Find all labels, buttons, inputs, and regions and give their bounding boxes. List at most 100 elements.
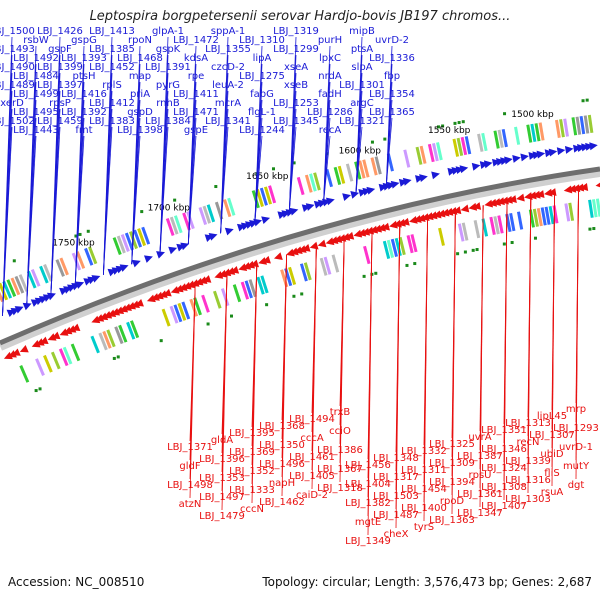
cog-category-box: [403, 149, 411, 168]
cog-category-box: [591, 199, 598, 218]
reverse-leader-line: [221, 273, 228, 511]
gene-label: LBJ_1502: [0, 116, 35, 127]
gene-label: rpe: [188, 71, 205, 82]
reverse-gene-arrow: [309, 241, 319, 250]
cog-category-box: [509, 212, 516, 232]
cog-category-box: [169, 305, 179, 324]
cog-category-box: [358, 160, 366, 179]
gene-label: glpA-1: [152, 26, 184, 37]
cog-category-box: [452, 138, 460, 157]
cog-category-box: [186, 211, 195, 230]
cog-category-box: [6, 279, 17, 297]
reverse-gene-arrow: [436, 209, 446, 218]
cog-category-box: [536, 207, 543, 227]
reverse-gene-arrow: [492, 198, 501, 206]
cog-category-box: [436, 142, 443, 161]
marker-dot: [502, 242, 506, 246]
cog-category-box: [460, 136, 468, 156]
cog-category-box: [477, 133, 484, 152]
cog-category-box: [55, 259, 65, 277]
cog-category-box: [588, 199, 594, 218]
gene-label: rsuA: [541, 487, 564, 498]
cog-category-box: [374, 156, 382, 175]
gene-label: rplS: [102, 80, 122, 91]
marker-dot: [441, 124, 445, 128]
gene-label: LBJ_1397: [37, 80, 83, 91]
gene-label: LBJ_1462: [259, 497, 305, 508]
cog-category-box: [333, 166, 342, 185]
cog-category-box: [260, 275, 269, 294]
cog-category-box: [345, 163, 354, 182]
gene-label: cheX: [384, 529, 409, 540]
reverse-gene-arrow: [230, 265, 240, 274]
cog-category-box: [497, 129, 504, 148]
cog-category-box: [587, 114, 594, 134]
forward-gene-arrow: [536, 150, 546, 159]
reverse-leader-line: [551, 192, 555, 487]
reverse-gene-arrow: [131, 300, 140, 309]
forward-leader-line: [288, 126, 297, 213]
reverse-leader-line: [339, 238, 345, 483]
gene-label: LBJ_1484: [13, 71, 59, 82]
cog-category-box: [568, 202, 575, 221]
gene-label: LBJ_1490: [0, 62, 35, 73]
reverse-gene-arrow: [440, 208, 450, 217]
reverse-gene-arrow: [317, 239, 327, 248]
cog-category-box: [337, 165, 346, 184]
cog-category-box: [30, 269, 41, 287]
gene-label: xseB: [284, 80, 308, 91]
gene-label: LBJ_1392: [61, 107, 107, 118]
reverse-leader-line: [423, 217, 428, 522]
cog-category-box: [58, 348, 69, 367]
cog-category-box: [394, 237, 402, 257]
reverse-gene-arrow: [504, 195, 513, 204]
cog-category-box: [90, 335, 100, 354]
forward-gene-arrow: [573, 144, 582, 153]
gene-label: LBJ_1493: [0, 44, 35, 55]
gene-label: LBJ_1354: [369, 89, 415, 100]
reverse-leader-line: [575, 188, 579, 480]
forward-gene-arrow: [22, 302, 32, 311]
cog-category-box: [173, 215, 183, 234]
forward-gene-arrow: [180, 242, 190, 251]
reverse-gene-arrow: [516, 193, 525, 202]
cog-category-box: [114, 326, 124, 345]
forward-strand-labels: LBJ_1500LBJ_1493LBJ_1490LBJ_1489xerDLBJ_…: [0, 26, 415, 316]
forward-leader-line: [385, 117, 393, 187]
forward-gene-arrow: [168, 246, 178, 255]
reverse-leader-line: [503, 200, 508, 501]
gene-label: kdsA: [184, 53, 208, 64]
gene-label: uvrD-2: [375, 35, 409, 46]
reverse-gene-arrow: [115, 306, 125, 315]
cog-category-box: [319, 257, 328, 276]
forward-leader-line: [26, 135, 37, 306]
cog-category-box: [19, 365, 30, 383]
reverse-gene-arrow: [95, 314, 105, 322]
gene-label: dgt: [568, 480, 585, 491]
reverse-gene-arrow: [361, 227, 371, 236]
cog-category-box: [130, 320, 140, 339]
reverse-gene-arrow: [377, 223, 386, 232]
reverse-gene-arrow: [432, 210, 442, 219]
marker-dot: [229, 314, 233, 318]
reverse-gene-arrow: [369, 225, 379, 234]
forward-gene-arrow: [342, 193, 351, 201]
gene-label: LBJ_1318: [317, 483, 363, 494]
cog-category-box: [0, 284, 5, 303]
marker-dot: [74, 234, 78, 238]
cog-category-box: [530, 123, 537, 143]
gene-label: LBJ_1391: [145, 62, 191, 73]
cog-category-box: [457, 223, 465, 242]
reverse-gene-arrow: [190, 279, 200, 287]
cog-category-box: [120, 234, 130, 252]
cog-category-box: [177, 302, 187, 321]
reverse-gene-arrow: [262, 255, 271, 264]
reverse-leader-line: [395, 223, 401, 529]
forward-leader-line: [323, 135, 331, 203]
cog-category-box: [26, 270, 37, 289]
reverse-gene-arrow: [357, 228, 367, 237]
cog-category-box: [18, 274, 29, 292]
reverse-gene-arrow: [428, 211, 438, 220]
forward-gene-arrow: [325, 197, 335, 206]
reverse-gene-arrow: [575, 183, 585, 192]
